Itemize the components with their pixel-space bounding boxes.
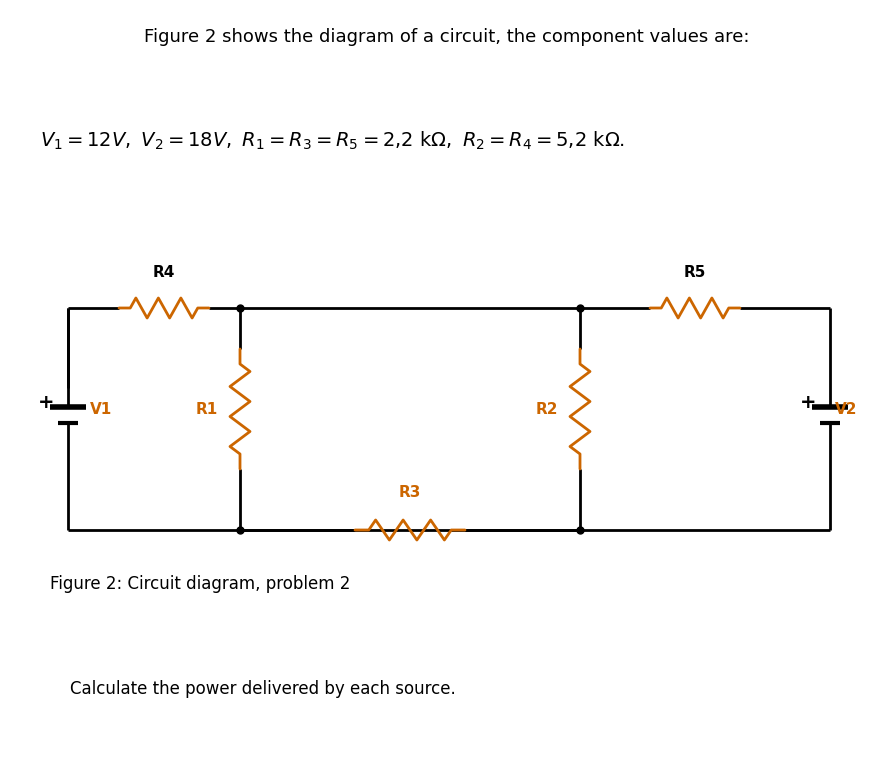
Text: R5: R5 xyxy=(684,265,706,280)
Text: V1: V1 xyxy=(90,401,113,417)
Text: +: + xyxy=(38,392,54,411)
Text: R4: R4 xyxy=(153,265,175,280)
Text: R1: R1 xyxy=(196,401,218,417)
Text: R2: R2 xyxy=(536,401,558,417)
Text: $V_1 = 12V,\ V_2 = 18V,\ R_1 = R_3 = R_5 = 2{,}2\ \mathrm{k}\Omega,\ R_2 = R_4 =: $V_1 = 12V,\ V_2 = 18V,\ R_1 = R_3 = R_5… xyxy=(40,130,625,152)
Text: Figure 2 shows the diagram of a circuit, the component values are:: Figure 2 shows the diagram of a circuit,… xyxy=(144,28,749,46)
Text: R3: R3 xyxy=(399,485,421,500)
Text: +: + xyxy=(800,392,816,411)
Text: Figure 2: Circuit diagram, problem 2: Figure 2: Circuit diagram, problem 2 xyxy=(50,575,350,593)
Text: V2: V2 xyxy=(835,401,857,417)
Text: Calculate the power delivered by each source.: Calculate the power delivered by each so… xyxy=(70,680,455,698)
